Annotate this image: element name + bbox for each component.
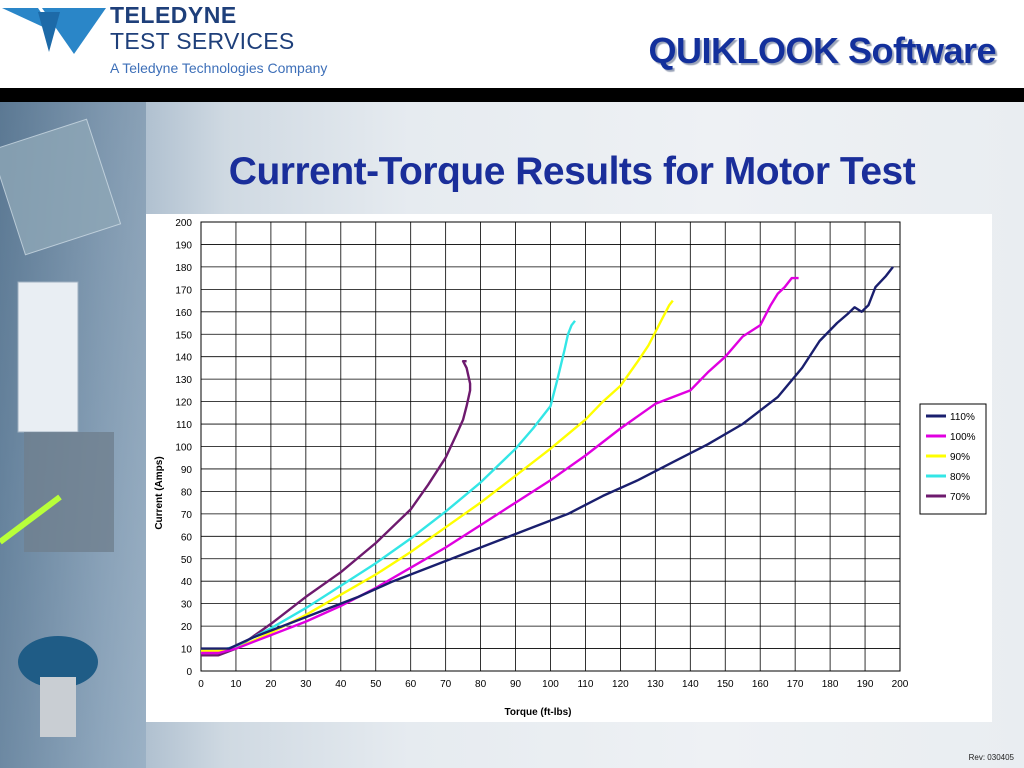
current-torque-chart: 0 10 20 30 40 50 60 70 80 90 100 110 120 130 140 150 160…: [154, 218, 987, 718]
x-tick-label: 190: [857, 679, 874, 690]
y-tick-label: 130: [175, 375, 192, 386]
legend-entry: 70%: [950, 492, 970, 503]
x-tick-label: 10: [230, 679, 242, 690]
x-tick-label: 0: [198, 679, 204, 690]
y-tick-label: 30: [181, 600, 193, 611]
y-tick-label: 150: [175, 330, 192, 341]
x-tick-label: 30: [300, 679, 312, 690]
chart-grid: [200, 221, 901, 672]
x-tick-label: 140: [682, 679, 699, 690]
company-division: TEST SERVICES: [110, 28, 295, 54]
y-tick-label: 120: [175, 398, 192, 409]
app-title: QUIKLOOK Software: [648, 30, 996, 71]
header-divider: [0, 88, 1024, 102]
y-tick-label: 100: [175, 443, 192, 454]
y-tick-label: 180: [175, 263, 192, 274]
x-tick-label: 80: [475, 679, 487, 690]
y-tick-label: 10: [181, 645, 193, 656]
x-tick-label: 90: [510, 679, 522, 690]
series-line-80pct: [201, 320, 576, 652]
y-tick-label: 90: [181, 465, 193, 476]
company-name-block: TELEDYNE TEST SERVICES A Teledyne Techno…: [110, 2, 327, 79]
company-tagline: A Teledyne Technologies Company: [110, 60, 328, 76]
series-line-100pct: [201, 276, 799, 655]
company-name: TELEDYNE: [110, 2, 237, 28]
x-tick-label: 180: [822, 679, 839, 690]
y-tick-label: 70: [181, 510, 193, 521]
revision-label: Rev: 030405: [968, 753, 1014, 762]
y-tick-label: 80: [181, 487, 193, 498]
x-tick-label: 60: [405, 679, 417, 690]
y-tick-label: 200: [175, 218, 192, 229]
y-tick-label: 170: [175, 285, 192, 296]
x-tick-label: 130: [647, 679, 664, 690]
slide-title: Current-Torque Results for Motor Test: [228, 150, 916, 193]
y-tick-label: 0: [186, 667, 192, 678]
x-tick-label: 20: [265, 679, 277, 690]
series-line-110pct: [201, 266, 894, 650]
legend-entry: 100%: [950, 432, 976, 443]
teledyne-triangle-logo-icon: [2, 8, 106, 54]
legend-entry: 90%: [950, 452, 970, 463]
x-tick-label: 70: [440, 679, 452, 690]
y-tick-label: 50: [181, 555, 193, 566]
slide-header: TELEDYNE TEST SERVICES A Teledyne Techno…: [0, 0, 1024, 88]
x-tick-label: 150: [717, 679, 734, 690]
legend-entry: 80%: [950, 472, 970, 483]
equipment-photo-collage: [0, 102, 146, 768]
series-line-70pct: [201, 359, 472, 657]
y-tick-label: 140: [175, 353, 192, 364]
x-tick-label: 120: [612, 679, 629, 690]
y-tick-label: 20: [181, 622, 193, 633]
y-axis-label: Current (Amps): [154, 456, 165, 529]
x-tick-label: 50: [370, 679, 382, 690]
chart-axes: 0 10 20 30 40 50 60 70 80 90 100 110 120 130 140 150 160…: [175, 218, 908, 690]
x-tick-label: 40: [335, 679, 347, 690]
x-tick-label: 160: [752, 679, 769, 690]
y-tick-label: 110: [176, 420, 192, 431]
y-tick-label: 190: [175, 240, 192, 251]
x-tick-label: 170: [787, 679, 804, 690]
x-axis-label: Torque (ft-lbs): [504, 707, 571, 718]
x-tick-label: 110: [577, 679, 593, 690]
x-tick-label: 200: [892, 679, 909, 690]
y-tick-label: 160: [175, 308, 192, 319]
chart-legend: 110% 100% 90% 80% 70%: [919, 403, 987, 515]
y-tick-label: 40: [181, 577, 193, 588]
y-tick-label: 60: [181, 532, 193, 543]
chart-series-layer: [201, 266, 894, 657]
legend-entry: 110%: [950, 412, 975, 423]
x-tick-label: 100: [542, 679, 559, 690]
